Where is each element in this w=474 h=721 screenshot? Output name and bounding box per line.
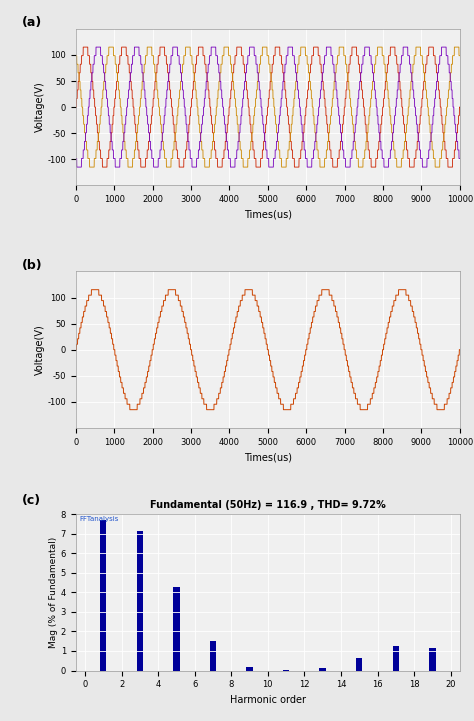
Text: (a): (a) (22, 17, 42, 30)
Bar (246, 667, 253, 671)
Y-axis label: Mag (% of Fundamental): Mag (% of Fundamental) (49, 536, 58, 648)
Bar (137, 531, 143, 671)
X-axis label: Harmonic order: Harmonic order (230, 695, 306, 705)
X-axis label: Times(us): Times(us) (244, 210, 292, 220)
Bar (100, 520, 107, 671)
Title: Fundamental (50Hz) = 116.9 , THD= 9.72%: Fundamental (50Hz) = 116.9 , THD= 9.72% (150, 500, 386, 510)
X-axis label: Times(us): Times(us) (244, 452, 292, 462)
Bar (283, 670, 289, 671)
Text: FFTanalysis: FFTanalysis (80, 516, 119, 521)
Text: (b): (b) (22, 259, 43, 272)
Y-axis label: Voltage(V): Voltage(V) (35, 324, 45, 375)
Bar (319, 668, 326, 671)
Bar (210, 641, 216, 671)
Bar (356, 658, 363, 671)
Y-axis label: Voltage(V): Voltage(V) (35, 81, 45, 133)
Bar (392, 646, 399, 671)
Bar (429, 648, 436, 671)
Bar (173, 588, 180, 671)
Text: (c): (c) (22, 494, 41, 507)
